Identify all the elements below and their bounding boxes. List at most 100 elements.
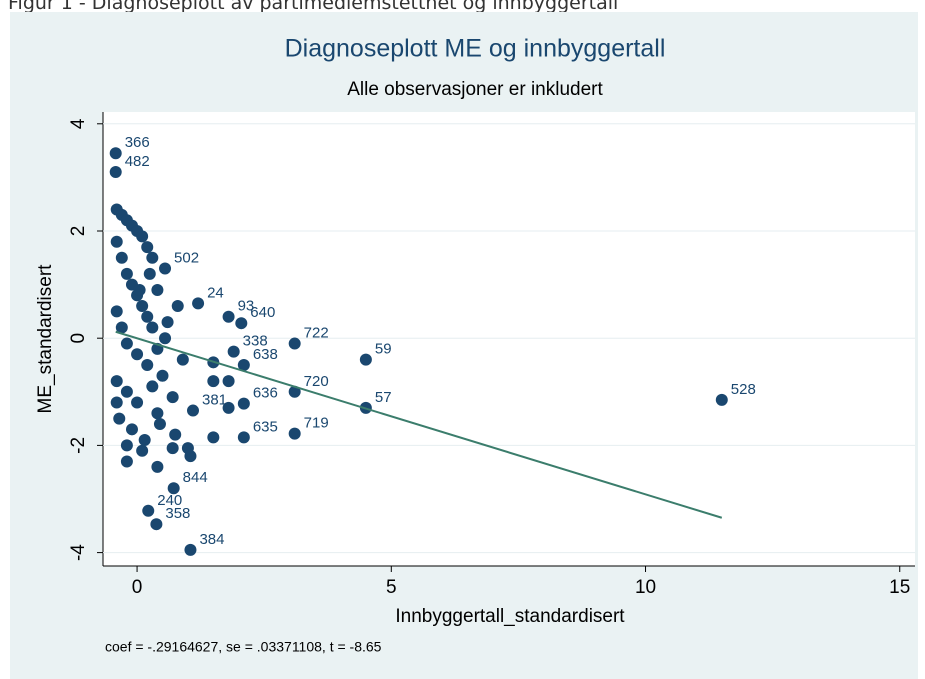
point-label: 720 (304, 373, 329, 390)
point (288, 337, 301, 350)
point (235, 317, 248, 330)
point (227, 345, 240, 358)
y-tick-label: 2 (68, 226, 89, 237)
point-label: 59 (375, 341, 392, 358)
point (222, 401, 235, 414)
point (131, 396, 144, 409)
point (207, 375, 220, 388)
point (169, 428, 182, 441)
point (192, 297, 205, 310)
note: coef = -.29164627, se = .03371108, t = -… (105, 639, 382, 655)
point-label: 719 (304, 415, 329, 432)
point (120, 267, 133, 280)
point (171, 300, 184, 313)
point-label: 338 (243, 333, 268, 350)
point (237, 358, 250, 371)
point (120, 455, 133, 468)
point (136, 300, 149, 313)
point (143, 267, 156, 280)
point (153, 417, 166, 430)
point (151, 283, 164, 296)
point (110, 305, 123, 318)
point-label: 638 (253, 346, 278, 363)
point (222, 375, 235, 388)
point (237, 431, 250, 444)
x-tick-label: 10 (635, 577, 656, 598)
y-tick-label: -2 (68, 437, 89, 454)
point (288, 427, 301, 440)
point (715, 393, 728, 406)
point-label: 366 (125, 134, 150, 151)
point-label: 358 (165, 505, 190, 522)
point (150, 518, 163, 531)
point (141, 358, 154, 371)
point (110, 375, 123, 388)
point-label: 528 (731, 381, 756, 398)
point (133, 283, 146, 296)
point (237, 397, 250, 410)
point (109, 147, 122, 160)
point (146, 321, 159, 334)
point (115, 321, 128, 334)
point (146, 251, 159, 264)
point-label: 381 (202, 392, 227, 409)
point-label: 482 (125, 153, 150, 170)
point-label: 240 (157, 492, 182, 509)
point (125, 423, 138, 436)
point (141, 241, 154, 254)
point (136, 444, 149, 457)
point (222, 310, 235, 323)
point-label: 640 (250, 304, 275, 321)
y-tick-label: 0 (68, 333, 89, 344)
plot-area (103, 112, 915, 566)
point (161, 316, 174, 329)
point (146, 380, 159, 393)
point-label: 93 (238, 298, 255, 315)
point (166, 442, 179, 455)
point (110, 396, 123, 409)
point (186, 404, 199, 417)
chart-subtitle: Alle observasjoner er inkludert (347, 79, 603, 100)
y-tick-label: -4 (68, 544, 89, 561)
point (109, 166, 122, 179)
point-label: 722 (304, 325, 329, 342)
y-axis-label: ME_standardisert (35, 264, 56, 414)
point-label: 844 (183, 469, 208, 486)
x-tick-label: 0 (132, 577, 143, 598)
figure-caption: Figur 1 - Diagnoseplott av partimedlemst… (8, 0, 619, 14)
point-label: 636 (253, 385, 278, 402)
point (159, 262, 172, 275)
point (207, 431, 220, 444)
point-label: 24 (207, 284, 224, 301)
point (159, 332, 172, 345)
point (167, 482, 180, 495)
fit-line (115, 330, 723, 519)
point (113, 412, 126, 425)
point (115, 251, 128, 264)
point (181, 442, 194, 455)
point (156, 369, 169, 382)
point-label: 635 (253, 418, 278, 435)
point (166, 391, 179, 404)
point (110, 235, 123, 248)
point-label: 502 (174, 249, 199, 266)
point (359, 353, 372, 366)
point (138, 434, 151, 447)
point (120, 385, 133, 398)
point (151, 407, 164, 420)
point (184, 543, 197, 556)
x-axis-label: Innbyggertall_standardisert (395, 606, 625, 627)
point (151, 460, 164, 473)
x-tick-label: 5 (386, 577, 397, 598)
point (176, 353, 189, 366)
x-tick-label: 15 (889, 577, 910, 598)
point-label: 384 (199, 531, 224, 548)
chart-title: Diagnoseplott ME og innbyggertall (285, 35, 666, 63)
point (120, 439, 133, 452)
point (136, 230, 149, 243)
point (288, 385, 301, 398)
point (131, 348, 144, 361)
point-label: 57 (375, 389, 392, 406)
